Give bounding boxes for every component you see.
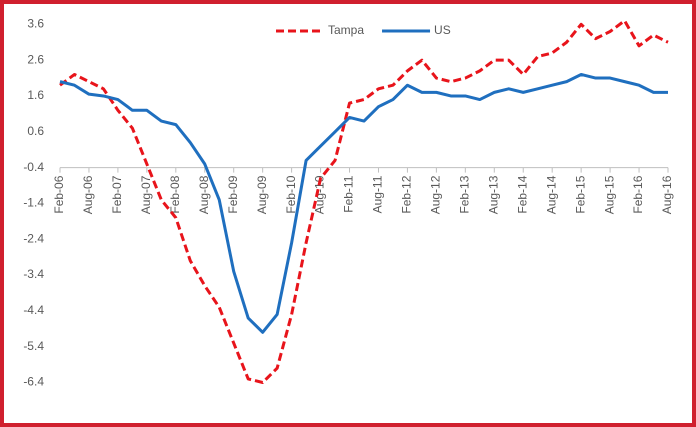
x-tick-label: Aug-08 [197, 175, 211, 214]
series-line [59, 72, 668, 334]
y-tick-label: -1.4 [23, 196, 44, 210]
x-tick-label: Feb-13 [458, 175, 472, 213]
x-tick-label: Feb-06 [52, 175, 66, 213]
legend-label: US [434, 23, 451, 37]
x-tick-label: Aug-10 [313, 175, 327, 214]
y-tick-label: -4.4 [23, 303, 44, 317]
x-tick-label: Feb-12 [400, 175, 414, 213]
series-line [59, 19, 669, 385]
y-tick-label: -0.4 [23, 160, 44, 174]
x-tick-label: Feb-09 [226, 175, 240, 213]
legend-label: Tampa [328, 23, 364, 37]
x-tick-label: Aug-06 [81, 175, 95, 214]
y-tick-label: -6.4 [23, 375, 44, 389]
x-tick-label: Aug-09 [255, 175, 269, 214]
x-tick-label: Feb-14 [515, 175, 529, 213]
y-tick-label: -5.4 [23, 339, 44, 353]
x-tick-label: Aug-14 [544, 175, 558, 214]
x-tick-label: Aug-15 [602, 175, 616, 214]
x-tick-label: Aug-16 [660, 175, 674, 214]
x-tick-label: Feb-10 [284, 175, 298, 213]
y-tick-label: -2.4 [23, 231, 44, 245]
x-tick-label: Feb-16 [631, 175, 645, 213]
x-tick-label: Feb-15 [573, 175, 587, 213]
x-tick-label: Aug-07 [139, 175, 153, 214]
y-tick-label: 3.6 [27, 16, 44, 30]
x-tick-label: Aug-13 [486, 175, 500, 214]
x-tick-label: Feb-11 [342, 175, 356, 212]
y-tick-label: 2.6 [27, 52, 44, 66]
y-tick-label: 0.6 [27, 124, 44, 138]
x-tick-label: Feb-08 [168, 175, 182, 213]
y-tick-label: 1.6 [27, 88, 44, 102]
x-tick-label: Aug-11 [371, 175, 385, 213]
y-tick-label: -3.4 [23, 267, 44, 281]
x-tick-label: Feb-07 [110, 175, 124, 213]
x-tick-label: Aug-12 [429, 175, 443, 214]
